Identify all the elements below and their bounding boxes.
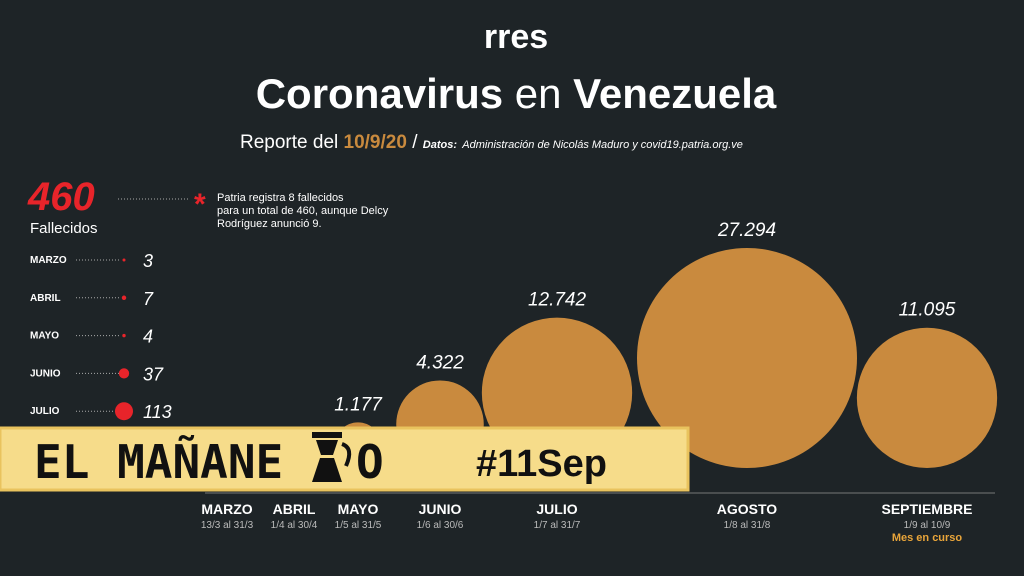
source-prefix: / [412, 132, 418, 153]
x-range-label: 1/8 al 31/8 [724, 520, 771, 531]
value-label: 27.294 [717, 220, 776, 241]
x-range-label: 13/3 al 31/3 [201, 520, 254, 531]
note-line: Rodríguez anunció 9. [217, 218, 322, 230]
x-range-label: 1/7 al 31/7 [534, 520, 581, 531]
x-tick-label: JULIO [536, 501, 577, 517]
x-tick-label: ABRIL [273, 501, 316, 517]
x-range-label: 1/4 al 30/4 [271, 520, 318, 531]
note-line: para un total de 460, aunque Delcy [217, 205, 389, 217]
death-dot [121, 295, 127, 301]
death-value: 4 [143, 327, 153, 347]
banner-text: EL MAÑANE [34, 435, 283, 489]
report-prefix: Reporte del [240, 132, 338, 153]
note-line: Patria registra 8 fallecidos [217, 192, 344, 204]
source-label: Datos: [423, 139, 458, 151]
x-tick-label: JUNIO [419, 501, 462, 517]
value-label: 11.095 [899, 300, 956, 321]
x-tick-label: MARZO [201, 501, 252, 517]
banner-text: O [356, 435, 384, 489]
footnote: Mes en curso [892, 532, 963, 544]
total-label: Fallecidos [30, 220, 98, 237]
row-label: JUNIO [30, 368, 61, 379]
death-value: 7 [143, 289, 154, 309]
asterisk: * [194, 188, 206, 221]
row-label: MAYO [30, 331, 59, 342]
death-value: 113 [143, 402, 172, 422]
x-tick-label: MAYO [338, 501, 379, 517]
x-tick-label: AGOSTO [717, 501, 778, 517]
x-range-label: 1/9 al 10/9 [904, 520, 951, 531]
x-range-label: 1/6 al 30/6 [417, 520, 464, 531]
report-line: Reporte del 10/9/20 / Datos: Administrac… [240, 132, 743, 153]
row-label: MARZO [30, 255, 67, 266]
report-date: 10/9/20 [344, 132, 407, 153]
logo: rres [484, 18, 548, 56]
death-dot [122, 258, 126, 262]
banner: EL MAÑANE O #11Sep [0, 426, 690, 492]
row-label: ABRIL [30, 293, 61, 304]
banner-hashtag: #11Sep [476, 443, 607, 485]
x-tick-label: SEPTIEMBRE [881, 501, 972, 517]
death-dot [115, 402, 133, 421]
banner-bg [0, 426, 690, 492]
title-part: Coronavirus [256, 70, 503, 117]
title-part: en [515, 70, 562, 117]
total: 460 [27, 175, 95, 219]
death-dot [118, 368, 130, 379]
x-range-label: 1/5 al 31/5 [335, 520, 382, 531]
title-part: Venezuela [573, 70, 777, 117]
value-label: 4.322 [416, 352, 464, 373]
moka-icon [312, 432, 352, 482]
death-value: 37 [143, 364, 164, 384]
death-dot [122, 333, 126, 338]
death-value: 3 [143, 251, 153, 271]
title: Coronavirus en Venezuela [256, 70, 777, 117]
value-label: 1.177 [334, 394, 383, 415]
value-label: 12.742 [528, 290, 587, 311]
bubble [637, 248, 857, 468]
row-label: JULIO [30, 406, 60, 417]
source-text: Administración de Nicolás Maduro y covid… [461, 139, 743, 151]
bubble [856, 327, 998, 468]
